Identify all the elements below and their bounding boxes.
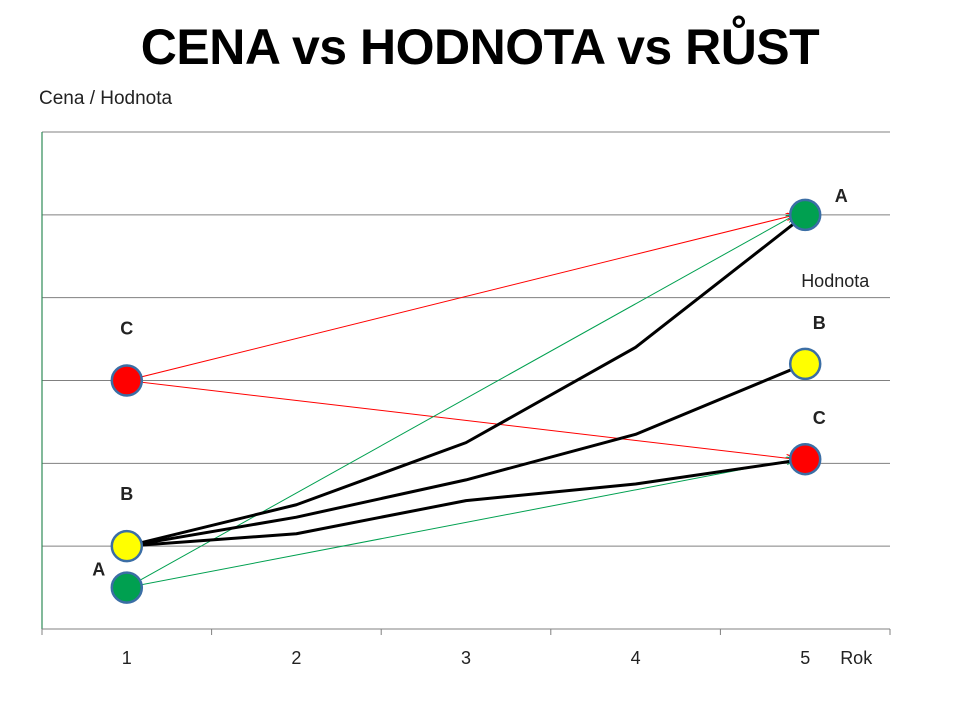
point-label: B [813, 313, 826, 333]
chart-title: CENA vs HODNOTA vs RŮST [140, 19, 820, 75]
annotation-label: Hodnota [801, 271, 870, 291]
data-point [788, 442, 822, 476]
data-point [110, 364, 144, 397]
data-point [110, 571, 144, 604]
x-tick-label: 2 [291, 648, 301, 668]
arrow-line [126, 215, 795, 589]
data-point [110, 529, 144, 563]
y-axis-label: Cena / Hodnota [39, 88, 173, 109]
point-label: A [92, 560, 105, 580]
arrow-line [126, 380, 795, 460]
arrow-line [126, 459, 795, 589]
x-tick-label: 1 [122, 648, 132, 668]
data-point [788, 198, 822, 232]
point-label: A [835, 186, 848, 206]
data-point [788, 347, 822, 381]
x-tick-label: 4 [631, 648, 641, 668]
point-label: C [120, 319, 133, 339]
point-label: C [813, 408, 826, 428]
arrow-line [126, 215, 795, 381]
x-tick-label: 5 [800, 648, 810, 668]
x-axis-label: Rok [840, 648, 873, 668]
x-tick-label: 3 [461, 648, 471, 668]
point-label: B [120, 484, 133, 504]
series-line [126, 362, 806, 548]
series-line [126, 213, 807, 548]
series-line [126, 457, 806, 548]
